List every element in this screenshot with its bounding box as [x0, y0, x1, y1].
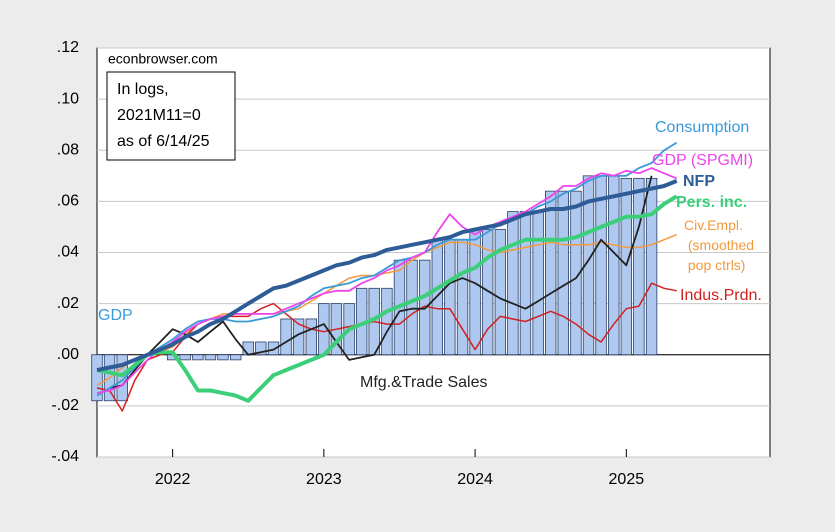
line — [96, 141, 678, 397]
line — [96, 167, 678, 394]
y-tick-label: .04 — [57, 244, 79, 261]
line — [96, 179, 678, 373]
bar — [255, 341, 267, 356]
marks — [91, 141, 678, 412]
note-line: In logs, — [117, 81, 169, 98]
bar — [582, 175, 595, 356]
bar — [406, 259, 418, 356]
series-label: Mfg.&Trade Sales — [360, 374, 487, 391]
y-tick-label: .06 — [57, 193, 79, 210]
bar — [645, 177, 658, 356]
x-tick-label: 2022 — [155, 471, 191, 488]
series-label: Civ.Empl. (smoothed pop ctrls) — [684, 217, 754, 273]
bar — [242, 341, 254, 356]
bar — [456, 239, 469, 356]
line — [96, 194, 678, 403]
bar — [494, 229, 507, 356]
bar — [179, 354, 191, 361]
bar — [229, 354, 242, 361]
bar — [519, 211, 532, 356]
bar — [545, 190, 557, 356]
bar — [204, 354, 217, 361]
bar — [608, 175, 620, 356]
line — [109, 175, 653, 389]
note-line: 2021M11=0 — [117, 107, 201, 124]
bar — [305, 318, 317, 356]
bar — [481, 229, 494, 356]
bar — [469, 229, 481, 356]
y-tick-label: -.04 — [51, 448, 79, 465]
y-tick-label: .00 — [57, 346, 79, 363]
y-tick-label: .08 — [57, 141, 79, 158]
bar — [570, 190, 582, 356]
bar — [91, 354, 103, 402]
line — [96, 282, 677, 412]
bar — [444, 239, 456, 356]
bar — [381, 287, 393, 356]
x-tick-label: 2025 — [609, 471, 645, 488]
bar — [620, 177, 633, 356]
bar — [267, 341, 280, 356]
bar — [280, 318, 292, 356]
series-label: Consumption — [655, 119, 749, 136]
bar — [595, 175, 607, 356]
series-label: Indus.Prdn. — [680, 287, 762, 304]
note-line: as of 6/14/25 — [117, 133, 210, 150]
y-tick-label: -.02 — [51, 397, 79, 414]
series-label: Pers. inc. — [676, 194, 747, 211]
y-tick-label: .12 — [57, 39, 79, 56]
bar — [557, 190, 569, 356]
labels: -.04 -.02 .00 .02 .04 .06 .08 .10 .12 2022 2023 202… — [51, 39, 761, 488]
bar — [532, 211, 544, 356]
series-label: NFP — [683, 173, 715, 190]
bar — [217, 354, 229, 361]
bar — [192, 354, 204, 361]
series-label: GDP (SPGMI) — [652, 152, 753, 169]
source: econbrowser.com — [108, 51, 218, 67]
series-label: GDP — [98, 307, 133, 324]
x-tick-label: 2023 — [306, 471, 342, 488]
y-tick-label: .02 — [57, 295, 79, 312]
bar — [507, 211, 519, 356]
x-tick-label: 2024 — [457, 471, 493, 488]
bar — [633, 177, 645, 356]
y-tick-label: .10 — [57, 90, 79, 107]
note-box — [106, 71, 236, 161]
